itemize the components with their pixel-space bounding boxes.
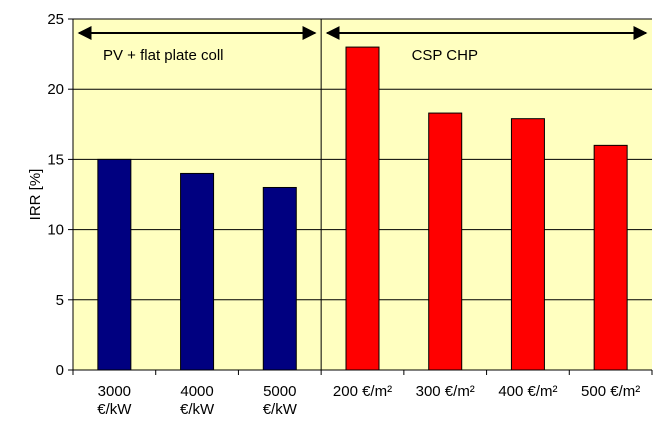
x-tick-label: 500 €/m² [581,383,640,400]
x-tick-label: 300 €/m² [416,383,475,400]
bar [345,46,380,371]
bar [510,118,545,371]
bar [428,112,463,371]
bar [593,144,628,371]
bar [180,172,215,371]
bar [97,158,132,371]
x-tick-label: 4000 €/kW [180,383,215,418]
y-axis-title: IRR [%] [27,169,44,221]
group-label: CSP CHP [412,47,478,64]
x-tick-label: 3000 €/kW [97,383,132,418]
y-tick-label: 10 [47,222,64,239]
y-tick-label: 0 [56,362,64,379]
y-tick-label: 25 [47,11,64,28]
group-label: PV + flat plate coll [103,47,223,64]
x-tick-label: 5000 €/kW [263,383,298,418]
y-tick-label: 20 [47,81,64,98]
y-tick-label: 15 [47,151,64,168]
x-tick-label: 200 €/m² [333,383,392,400]
x-tick-label: 400 €/m² [498,383,557,400]
bar [262,186,297,371]
y-tick-label: 5 [56,292,64,309]
